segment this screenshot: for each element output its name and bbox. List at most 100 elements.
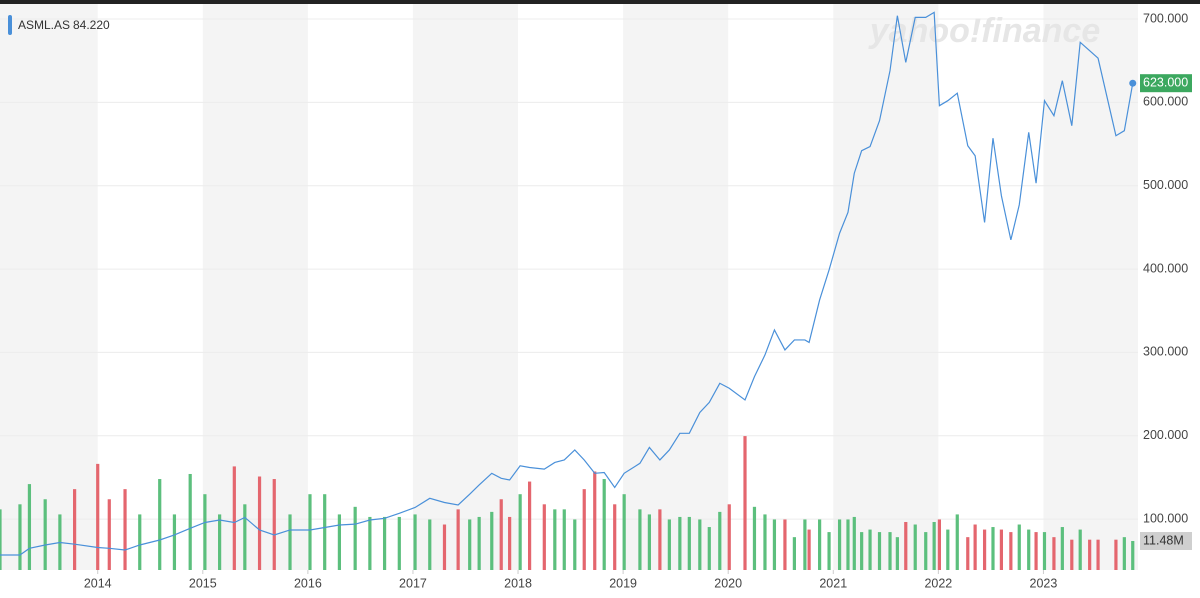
x-tick-label: 2017 <box>399 576 427 590</box>
volume-bar <box>477 516 481 570</box>
volume-bar <box>353 506 357 570</box>
watermark: yahoo!finance <box>868 12 1100 50</box>
volume-bar <box>138 514 142 570</box>
volume-bar <box>622 494 626 570</box>
volume-bar <box>877 532 882 570</box>
volume-bar <box>442 524 447 570</box>
volume-bar <box>904 521 908 570</box>
volume-bar <box>638 509 642 570</box>
volume-bar <box>18 504 22 570</box>
volume-bar <box>288 514 292 570</box>
x-tick-label: 2018 <box>504 576 532 590</box>
y-tick-label: 500.000 <box>1143 178 1188 192</box>
volume-bar <box>860 532 864 570</box>
volume-bar <box>272 479 276 570</box>
volume-bar <box>932 521 936 570</box>
volume-bar <box>593 471 597 570</box>
volume-bar <box>553 509 557 570</box>
volume-bar <box>1034 532 1038 570</box>
legend-swatch <box>8 15 12 35</box>
year-band <box>833 4 939 570</box>
x-tick-label: 2014 <box>84 576 112 590</box>
volume-bar <box>602 479 606 570</box>
volume-bar <box>946 529 950 570</box>
volume-bar <box>73 489 77 570</box>
price-tag-label: 623.000 <box>1143 75 1188 89</box>
volume-bar <box>508 516 512 570</box>
y-tick-label: 400.000 <box>1143 261 1188 275</box>
y-tick-label: 600.000 <box>1143 95 1188 109</box>
volume-bar <box>257 476 262 570</box>
price-tag <box>1140 74 1192 93</box>
volume-bar <box>232 466 236 570</box>
volume-bar <box>772 519 777 570</box>
volume-bar <box>707 527 711 570</box>
volume-bar <box>667 519 671 570</box>
volume-bar <box>718 511 722 570</box>
volume-bar <box>323 494 327 570</box>
volume-bar <box>1027 529 1031 570</box>
x-tick-label: 2021 <box>819 576 847 590</box>
volume-bar <box>752 506 757 570</box>
last-price-dot <box>1129 79 1137 87</box>
volume-bar <box>542 504 546 570</box>
volume-bar <box>763 514 767 570</box>
volume-bar <box>1078 529 1082 570</box>
volume-bar <box>1122 537 1126 570</box>
volume-bar <box>203 494 207 570</box>
volume-bar <box>123 489 127 570</box>
volume-bar <box>1060 527 1064 570</box>
volume-bar <box>1052 537 1056 570</box>
x-tick-label: 2019 <box>609 576 637 590</box>
volume-bar <box>1088 539 1092 570</box>
volume-bar <box>687 516 691 570</box>
x-tick-label: 2023 <box>1030 576 1058 590</box>
volume-bar <box>852 516 856 570</box>
volume-bar <box>888 532 892 570</box>
volume-bar <box>999 529 1003 570</box>
volume-bar <box>1070 539 1074 570</box>
volume-bar <box>1096 539 1100 570</box>
x-tick-label: 2022 <box>924 576 952 590</box>
volume-bar <box>613 504 617 570</box>
volume-bar <box>698 519 702 570</box>
volume-bar <box>573 519 577 570</box>
volume-bar <box>792 537 796 570</box>
volume-bar <box>1114 539 1118 570</box>
volume-bar <box>807 529 811 570</box>
volume-bar <box>337 514 342 570</box>
volume-bar <box>308 494 312 570</box>
volume-bar <box>991 527 995 570</box>
volume-bar <box>188 473 192 570</box>
volume-bar <box>982 529 987 570</box>
volume-bar <box>27 484 32 570</box>
volume-bar <box>1042 532 1047 570</box>
volume-bar <box>837 519 842 570</box>
volume-bar <box>1131 540 1135 570</box>
volume-bar <box>382 516 387 570</box>
volume-tag <box>1140 531 1192 550</box>
year-band <box>202 4 308 570</box>
volume-bar <box>913 524 917 570</box>
price-line <box>0 11 1134 556</box>
volume-bar <box>562 509 566 570</box>
volume-bar <box>490 511 494 570</box>
volume-bar <box>868 529 872 570</box>
volume-bar <box>172 514 177 570</box>
volume-bar <box>846 519 850 570</box>
volume-bar <box>966 537 970 570</box>
x-tick-label: 2020 <box>714 576 742 590</box>
volume-bar <box>1017 524 1021 570</box>
legend-value: 84.220 <box>73 18 110 32</box>
year-band <box>623 4 729 570</box>
volume-bar <box>527 481 532 570</box>
volume-bar <box>43 499 47 570</box>
volume-bar <box>803 519 807 570</box>
volume-bar <box>647 514 651 570</box>
y-tick-label: 300.000 <box>1143 345 1188 359</box>
volume-bar <box>743 436 747 570</box>
volume-bar <box>827 532 831 570</box>
legend-name: ASML.AS <box>18 18 70 32</box>
